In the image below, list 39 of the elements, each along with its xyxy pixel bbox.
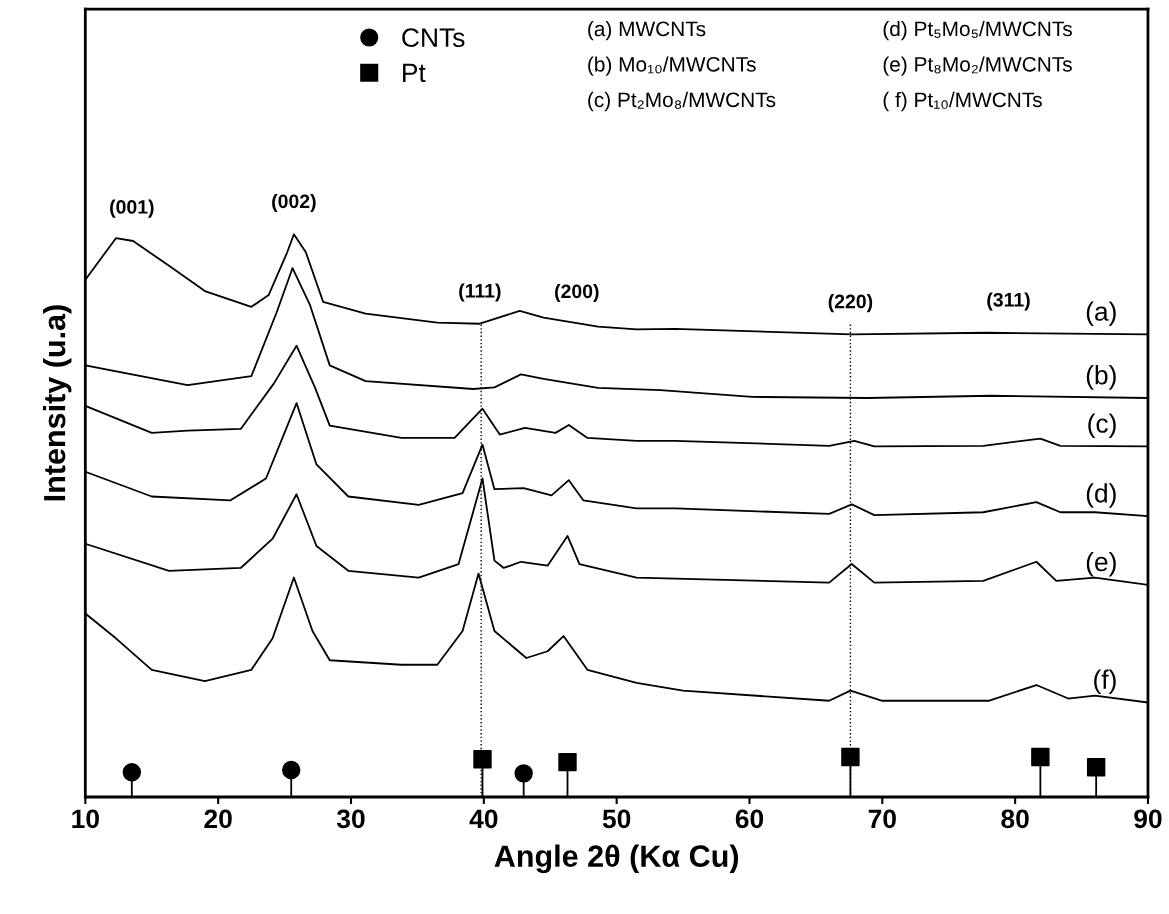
annotation: (002) <box>272 193 316 213</box>
x-tick-label: 50 <box>602 809 631 829</box>
series-label: (e) <box>1086 551 1116 577</box>
point <box>514 764 533 783</box>
text: (d) Pt₅Mo₅/MWCNTs <box>883 20 1072 41</box>
x-tick-label: 10 <box>72 809 99 829</box>
x-tick-label: 70 <box>868 809 896 829</box>
annotation: (200) <box>555 283 599 303</box>
x-tick-label: 60 <box>735 809 764 829</box>
x-axis-title: Angle 2θ (Kα Cu) <box>494 844 739 874</box>
legend-label: Pt <box>403 63 426 83</box>
text: (b) Mo₁₀/MWCNTs <box>588 56 756 76</box>
x-tick-label: 30 <box>336 809 365 829</box>
legend-label: CNTs <box>402 28 465 47</box>
point <box>282 760 301 780</box>
annotation: (111) <box>459 283 501 302</box>
annotation: (001) <box>110 199 154 218</box>
x-tick-label: 90 <box>1134 809 1162 829</box>
text: (e) Pt₈Mo₂/MWCNTs <box>883 56 1072 76</box>
x-tick-label: 40 <box>469 809 498 829</box>
text: (a) MWCNTs <box>588 20 706 41</box>
y-axis-title: Intensity (u.a) <box>42 305 72 501</box>
text: ( f) Pt₁₀/MWCNTs <box>883 91 1042 112</box>
annotation: (220) <box>828 294 873 313</box>
point <box>841 747 860 767</box>
point <box>473 750 492 769</box>
series-label: (a) <box>1086 301 1116 327</box>
x-tick-label: 20 <box>204 809 232 829</box>
point <box>1086 757 1106 777</box>
point <box>558 752 577 772</box>
series-label: (c) <box>1088 413 1116 439</box>
series-label: (f) <box>1094 669 1116 695</box>
annotation: (311) <box>987 292 1030 311</box>
series-label: (b) <box>1086 365 1116 390</box>
point <box>1031 747 1050 767</box>
series-label: (d) <box>1086 483 1116 508</box>
x-tick-label: 80 <box>1001 809 1029 829</box>
text: (c) Pt₂Mo₈/MWCNTs <box>588 91 776 112</box>
point <box>122 763 142 782</box>
